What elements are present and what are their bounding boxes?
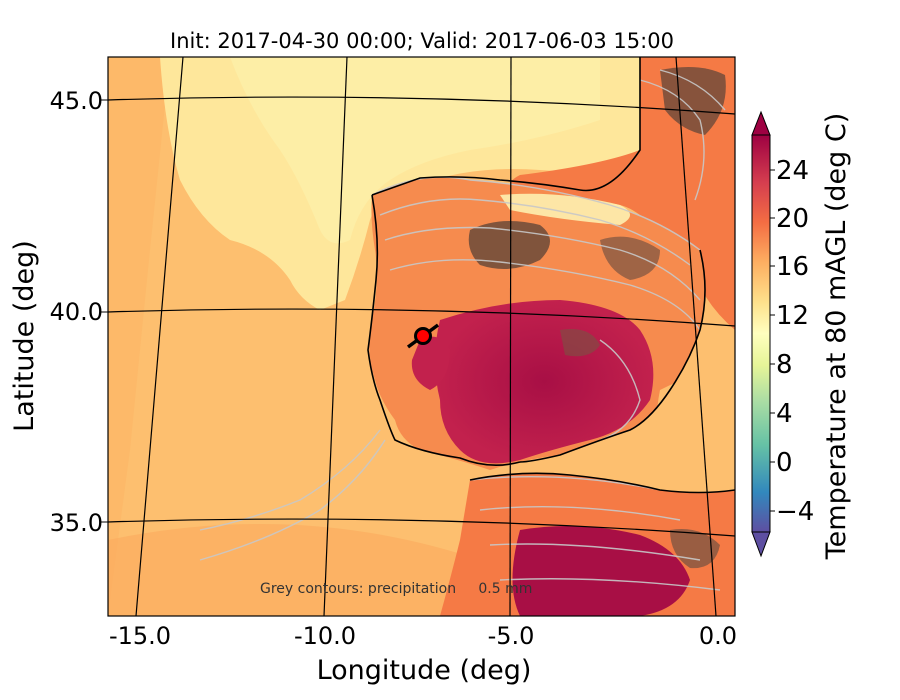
marker-circle bbox=[414, 327, 432, 345]
y-tick-40: 40.0 bbox=[50, 298, 103, 326]
colorbar-tick-marks bbox=[770, 169, 775, 512]
colorbar: 24 20 16 12 8 4 0 −4 Temperature at 80 m… bbox=[751, 110, 852, 561]
chart-title: Init: 2017-04-30 00:00; Valid: 2017-06-0… bbox=[170, 29, 674, 53]
meridian-m10 bbox=[323, 57, 348, 616]
x-tick-m15: -15.0 bbox=[109, 622, 171, 650]
precip-annotation: Grey contours: precipitation 0.5 mm bbox=[260, 581, 532, 597]
coastline-iberia bbox=[367, 57, 641, 466]
coastline-east bbox=[519, 249, 706, 463]
colorbar-extend-top bbox=[751, 110, 771, 136]
cb-tick-20: 20 bbox=[776, 204, 809, 234]
parallel-45 bbox=[108, 96, 735, 115]
cb-tick-16: 16 bbox=[776, 252, 809, 282]
y-tick-45: 45.0 bbox=[50, 87, 103, 115]
mountain-pyrenees bbox=[660, 66, 726, 135]
cb-tick-4: 4 bbox=[776, 399, 793, 429]
sea-mediterranean bbox=[656, 360, 735, 520]
coastline-africa bbox=[469, 472, 735, 494]
map-area: Grey contours: precipitation 0.5 mm bbox=[108, 57, 735, 616]
cb-tick-12: 12 bbox=[776, 301, 809, 331]
y-ticks: 45.0 40.0 35.0 bbox=[50, 87, 108, 537]
meridian-m5 bbox=[509, 57, 512, 616]
graticule bbox=[108, 57, 735, 616]
sea-band-south bbox=[108, 524, 480, 616]
sea-lightest-region bbox=[230, 57, 600, 244]
land-africa-hot bbox=[512, 526, 690, 616]
mountain-atlas bbox=[670, 529, 720, 569]
location-marker bbox=[406, 323, 440, 349]
land-france bbox=[510, 57, 735, 330]
x-tick-m10: -10.0 bbox=[294, 622, 356, 650]
y-tick-35: 35.0 bbox=[50, 509, 103, 537]
cb-tick-8: 8 bbox=[776, 350, 793, 380]
colorbar-gradient bbox=[752, 135, 770, 532]
cb-tick-m4: −4 bbox=[776, 497, 814, 527]
x-ticks: -15.0 -10.0 -5.0 0.0 bbox=[109, 622, 737, 650]
cb-tick-0: 0 bbox=[776, 448, 793, 478]
y-axis-label: Latitude (deg) bbox=[9, 240, 40, 432]
meridian-0 bbox=[675, 57, 717, 616]
parallel-35 bbox=[108, 518, 735, 537]
sea-band-west bbox=[108, 57, 170, 616]
x-axis-label: Longitude (deg) bbox=[317, 655, 532, 686]
mountain-ridge-2 bbox=[560, 329, 600, 357]
x-tick-0: 0.0 bbox=[699, 622, 737, 650]
x-tick-m5: -5.0 bbox=[488, 622, 535, 650]
land-hot-core bbox=[435, 300, 654, 464]
map-frame bbox=[107, 56, 736, 617]
colorbar-label: Temperature at 80 mAGL (deg C) bbox=[821, 113, 852, 561]
mountain-east bbox=[600, 236, 660, 280]
parallel-40 bbox=[108, 308, 735, 327]
colorbar-extend-bottom bbox=[751, 531, 771, 558]
meridian-m15 bbox=[135, 57, 184, 616]
land-hot-west bbox=[411, 336, 450, 390]
cb-tick-24: 24 bbox=[776, 156, 809, 186]
